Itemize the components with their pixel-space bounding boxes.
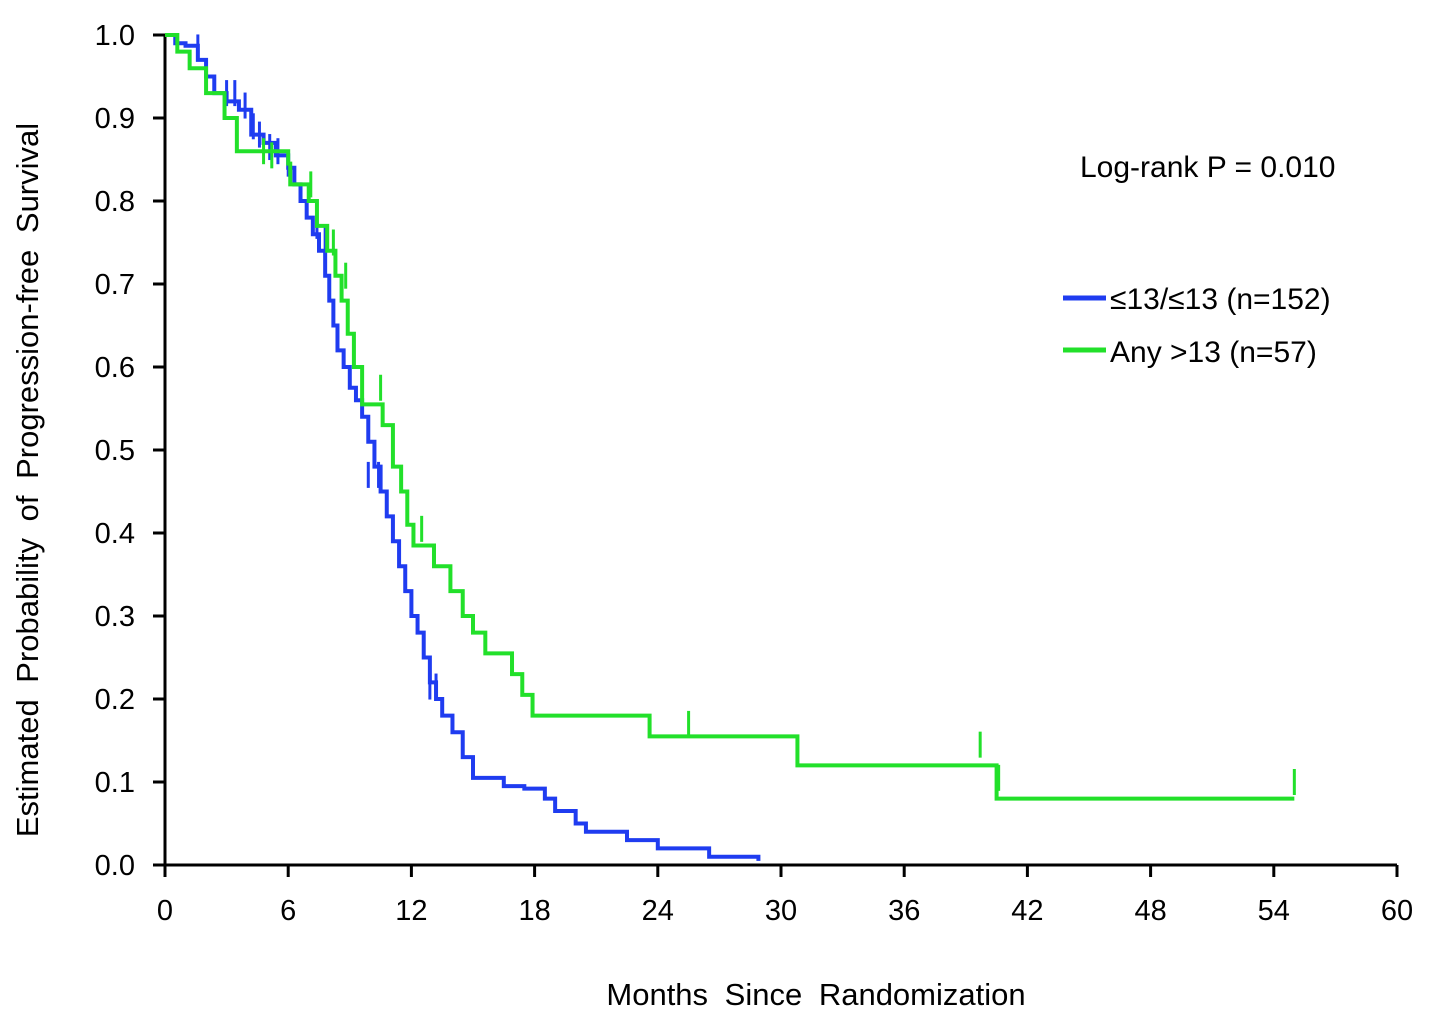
y-tick-label: 0.5 xyxy=(95,435,135,467)
legend-label-series-1: ≤13/≤13 (n=152) xyxy=(1110,283,1331,316)
x-axis-title: Months Since Randomization xyxy=(606,977,1025,1010)
y-tick-label: 0.8 xyxy=(95,186,135,218)
y-tick-label: 0.1 xyxy=(95,767,135,799)
x-tick-label: 48 xyxy=(1134,895,1166,927)
y-tick-label: 0.6 xyxy=(95,352,135,384)
y-tick-label: 0.0 xyxy=(95,850,135,882)
log-rank-annotation: Log-rank P = 0.010 xyxy=(1080,151,1335,184)
x-tick-label: 18 xyxy=(518,895,550,927)
x-tick-label: 30 xyxy=(765,895,797,927)
x-tick-label: 60 xyxy=(1381,895,1413,927)
y-axis-title: Estimated Probability of Progression-fre… xyxy=(10,123,45,837)
series-layer xyxy=(165,33,1296,861)
x-tick-label: 54 xyxy=(1258,895,1290,927)
y-tick-label: 0.2 xyxy=(95,684,135,716)
x-tick-label: 36 xyxy=(888,895,920,927)
x-tick-label: 24 xyxy=(642,895,674,927)
legend: ≤13/≤13 (n=152) Any >13 (n=57) xyxy=(1063,283,1331,369)
x-tick-label: 6 xyxy=(280,895,296,927)
legend-label-series-2: Any >13 (n=57) xyxy=(1110,336,1317,369)
y-tick-label: 1.0 xyxy=(95,20,135,52)
x-tick-label: 0 xyxy=(157,895,173,927)
y-ticks: 0.0 0.1 0.2 0.3 0.4 0.5 0.6 0.7 0.8 0.9 1.0 xyxy=(95,20,165,882)
y-tick-label: 0.9 xyxy=(95,103,135,135)
x-ticks: 0 6 12 18 24 30 36 42 48 54 60 xyxy=(157,865,1413,927)
km-curve-series-2 xyxy=(165,33,1295,801)
x-tick-label: 42 xyxy=(1011,895,1043,927)
y-tick-label: 0.3 xyxy=(95,601,135,633)
y-tick-label: 0.7 xyxy=(95,269,135,301)
x-tick-label: 12 xyxy=(395,895,427,927)
y-tick-label: 0.4 xyxy=(95,518,135,550)
